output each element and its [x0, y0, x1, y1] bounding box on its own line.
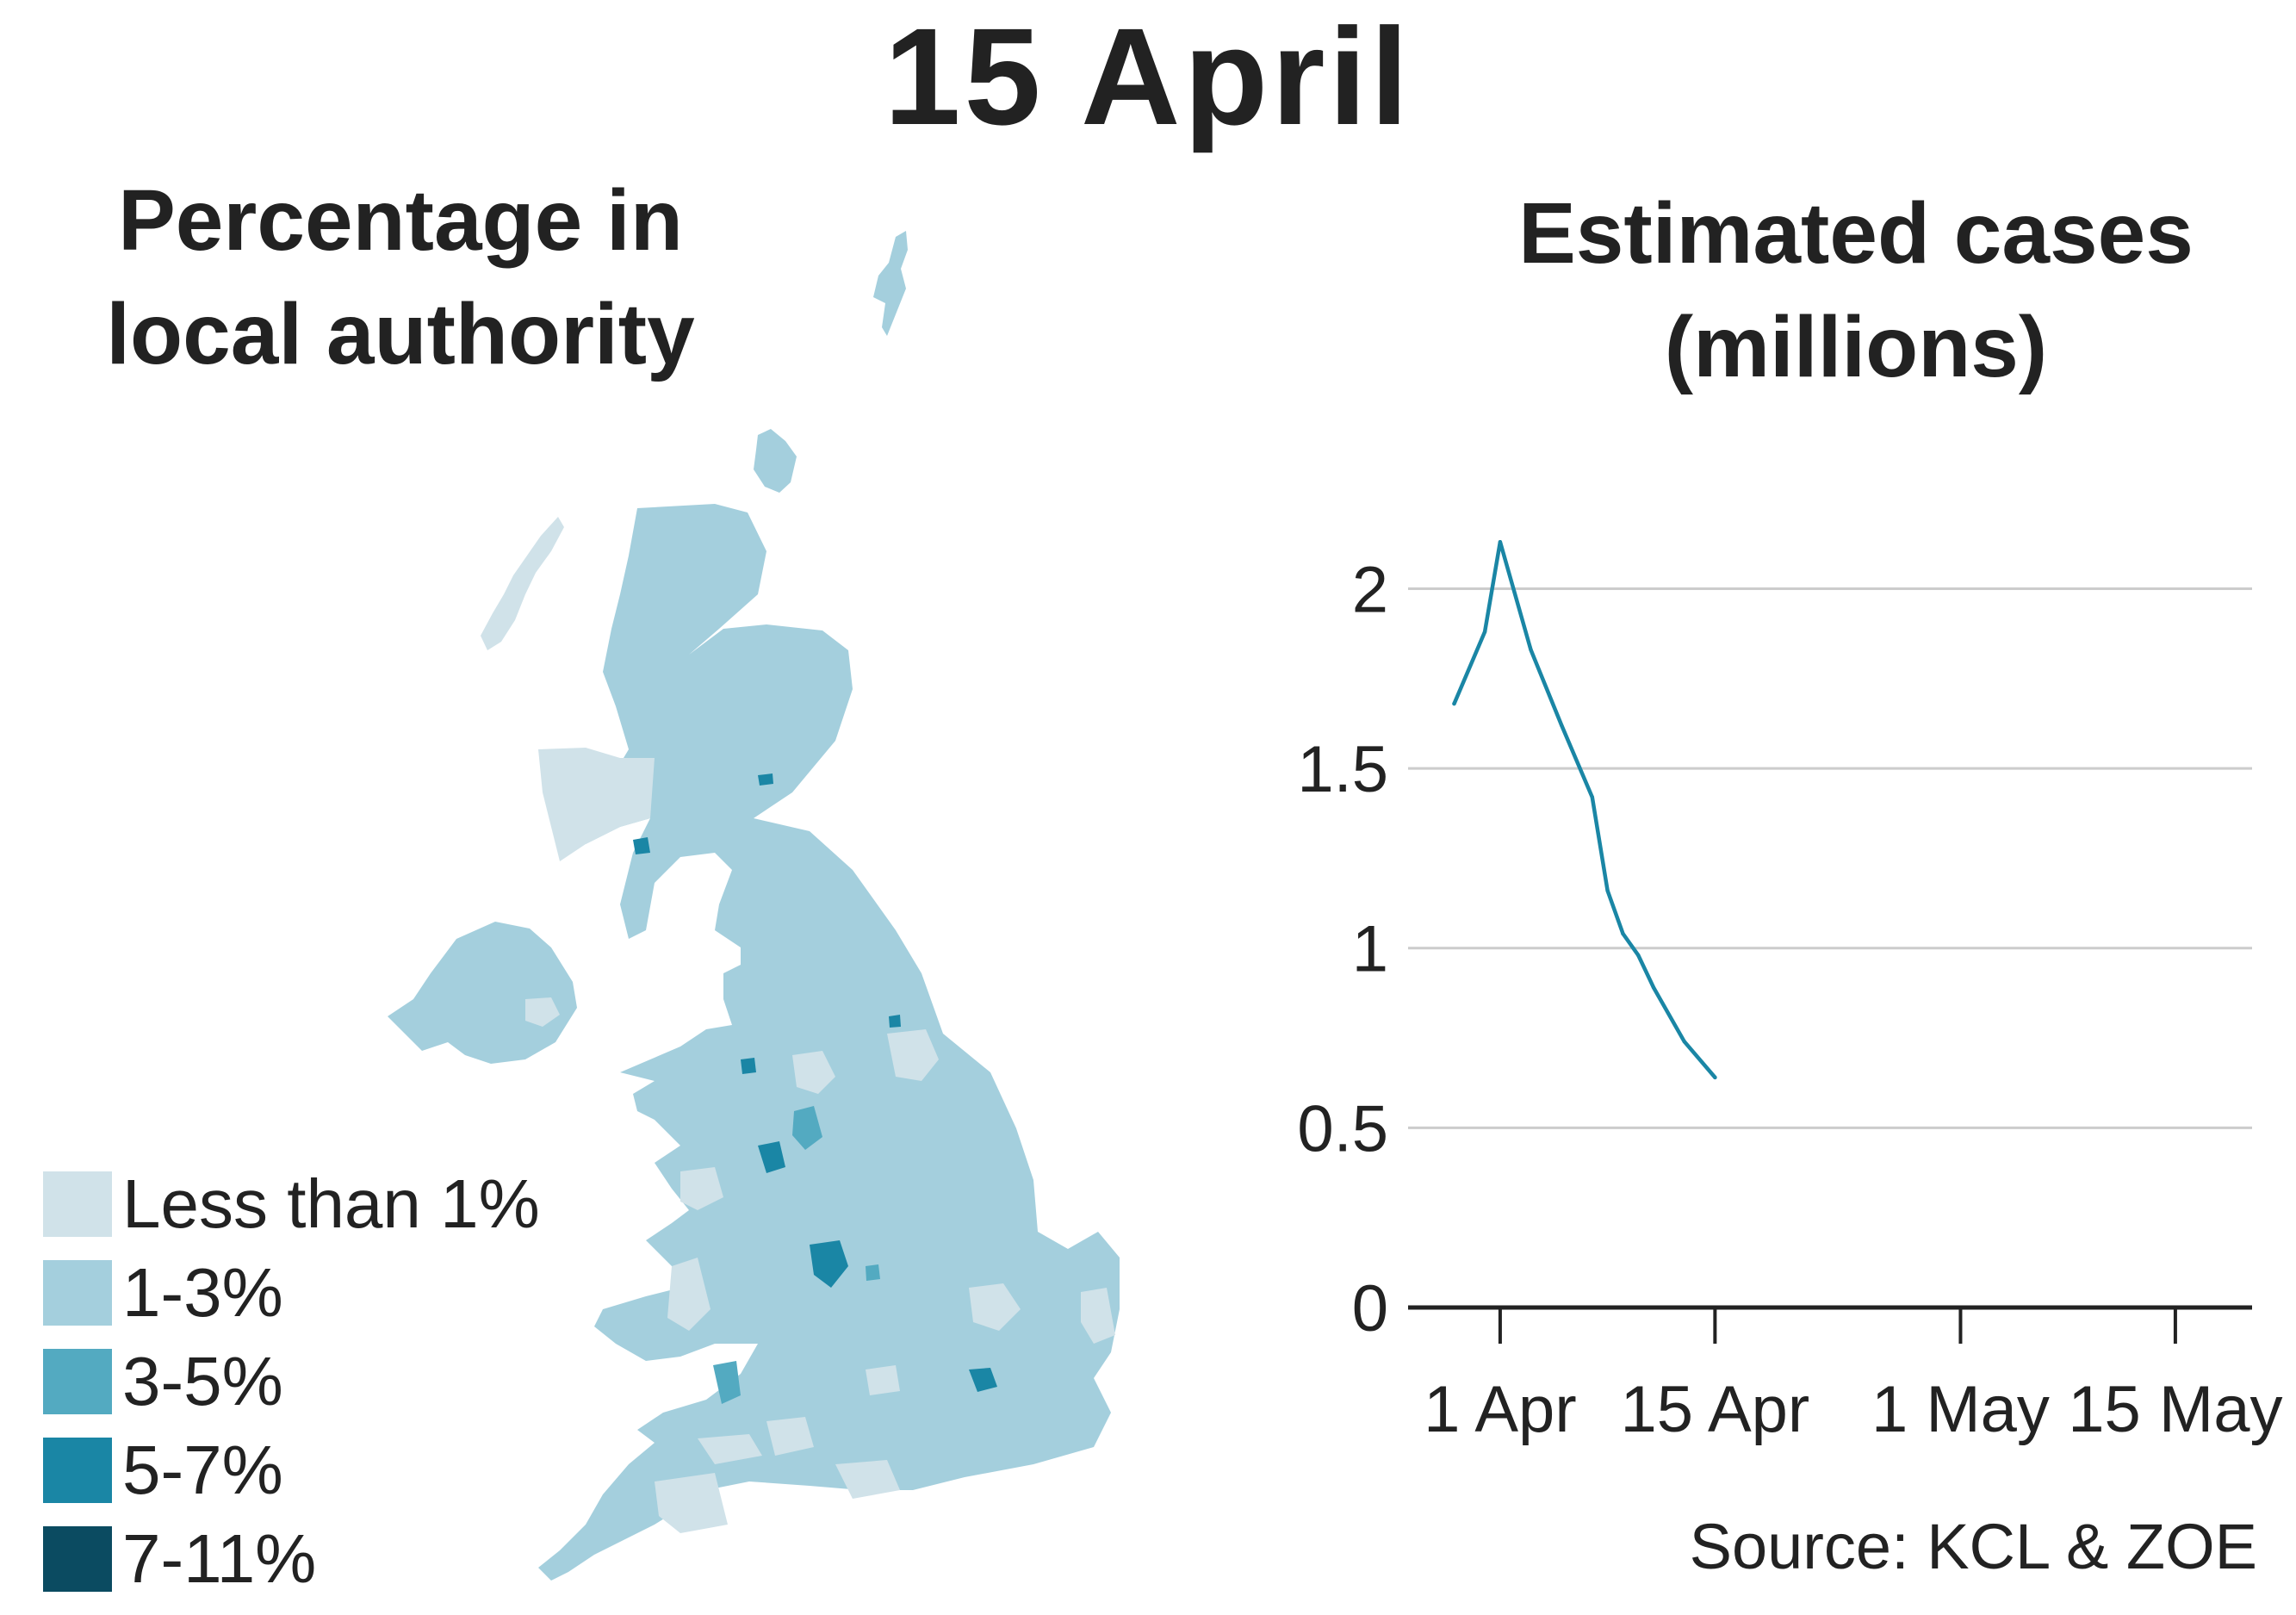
- region-patch-9: [698, 1434, 762, 1464]
- region-patch-8: [766, 1417, 814, 1456]
- y-tick-label: 0.5: [1297, 1092, 1388, 1165]
- region-patch-11: [835, 1460, 900, 1499]
- region-patch-1: [792, 1051, 835, 1094]
- region-patch-5: [969, 1283, 1021, 1331]
- region-shetland: [873, 231, 908, 336]
- legend-swatch: [43, 1437, 112, 1503]
- series-line: [1452, 539, 1717, 1080]
- y-tick-label: 1.5: [1297, 733, 1388, 806]
- map-title-line-1: Percentage in: [118, 172, 683, 269]
- x-tick-label: 1 May: [1871, 1373, 2050, 1446]
- region-glasgow-hotspot: [633, 837, 650, 854]
- region-outer-hebrides: [481, 517, 564, 650]
- data-point: [1559, 723, 1564, 728]
- region-patch-2: [887, 1029, 939, 1081]
- region-patch-3: [680, 1167, 723, 1210]
- data-point: [1498, 540, 1503, 544]
- legend-label: Less than 1%: [122, 1165, 540, 1242]
- data-point: [1605, 888, 1610, 893]
- chart-title-line-2: (millions): [1664, 299, 2048, 395]
- x-tick-label: 1 Apr: [1424, 1373, 1576, 1446]
- data-point: [1621, 931, 1625, 936]
- data-point: [1682, 1040, 1686, 1044]
- region-hotspot-wales: [713, 1361, 741, 1404]
- y-tick-label: 2: [1352, 553, 1388, 626]
- source-note: Source: KCL & ZOE: [1689, 1511, 2257, 1582]
- legend-item: 1-3%: [43, 1248, 540, 1337]
- legend-swatch: [43, 1259, 112, 1326]
- x-tick-label: 15 Apr: [1620, 1373, 1809, 1446]
- region-hotspot-nw-2: [792, 1106, 822, 1150]
- region-belfast-patch: [525, 997, 560, 1027]
- legend-item: 7-11%: [43, 1514, 540, 1603]
- region-patch-10: [655, 1473, 728, 1533]
- page-title: 15 April: [884, 0, 1412, 153]
- region-west-highlands: [538, 748, 655, 861]
- region-hotspot-east: [889, 1015, 901, 1028]
- map-legend: Less than 1% 1-3% 3-5% 5-7% 7-11%: [43, 1159, 540, 1603]
- data-point: [1452, 701, 1456, 706]
- region-hotspot-nw-1: [741, 1058, 756, 1074]
- data-point: [1636, 953, 1641, 958]
- region-patch-6: [1081, 1288, 1115, 1344]
- legend-item: 3-5%: [43, 1337, 540, 1426]
- legend-swatch: [43, 1525, 112, 1592]
- map-title: Percentage in local authority: [52, 164, 749, 391]
- map-title-line-2: local authority: [106, 286, 695, 382]
- region-patch-4: [667, 1258, 711, 1331]
- region-orkney: [754, 429, 797, 493]
- legend-label: 7-11%: [122, 1519, 317, 1597]
- legend-swatch: [43, 1171, 112, 1237]
- uk-choropleth-map: [388, 231, 1120, 1581]
- region-hotspot-midlands: [810, 1240, 848, 1288]
- region-hotspot-midlands-2: [866, 1264, 880, 1281]
- data-point: [1651, 985, 1656, 990]
- y-tick-label: 1: [1352, 913, 1388, 986]
- legend-item: Less than 1%: [43, 1159, 540, 1248]
- region-hotspot-london: [969, 1368, 997, 1392]
- legend-swatch: [43, 1348, 112, 1414]
- legend-label: 5-7%: [122, 1431, 283, 1508]
- data-point: [1590, 795, 1595, 799]
- legend-label: 1-3%: [122, 1253, 283, 1331]
- legend-label: 3-5%: [122, 1342, 283, 1419]
- data-point: [1482, 630, 1487, 634]
- region-hotspot-nw-3: [758, 1141, 785, 1173]
- region-northern-ireland: [388, 922, 577, 1064]
- y-tick-label: 0: [1352, 1272, 1388, 1345]
- chart-title-line-1: Estimated cases: [1518, 185, 2194, 282]
- data-point: [1713, 1075, 1717, 1080]
- x-tick-label: 15 May: [2068, 1373, 2282, 1446]
- chart-title: Estimated cases (millions): [1447, 177, 2265, 404]
- region-dundee-hotspot: [758, 773, 773, 786]
- data-point: [1529, 648, 1533, 652]
- region-patch-7: [866, 1365, 900, 1395]
- legend-item: 5-7%: [43, 1426, 540, 1514]
